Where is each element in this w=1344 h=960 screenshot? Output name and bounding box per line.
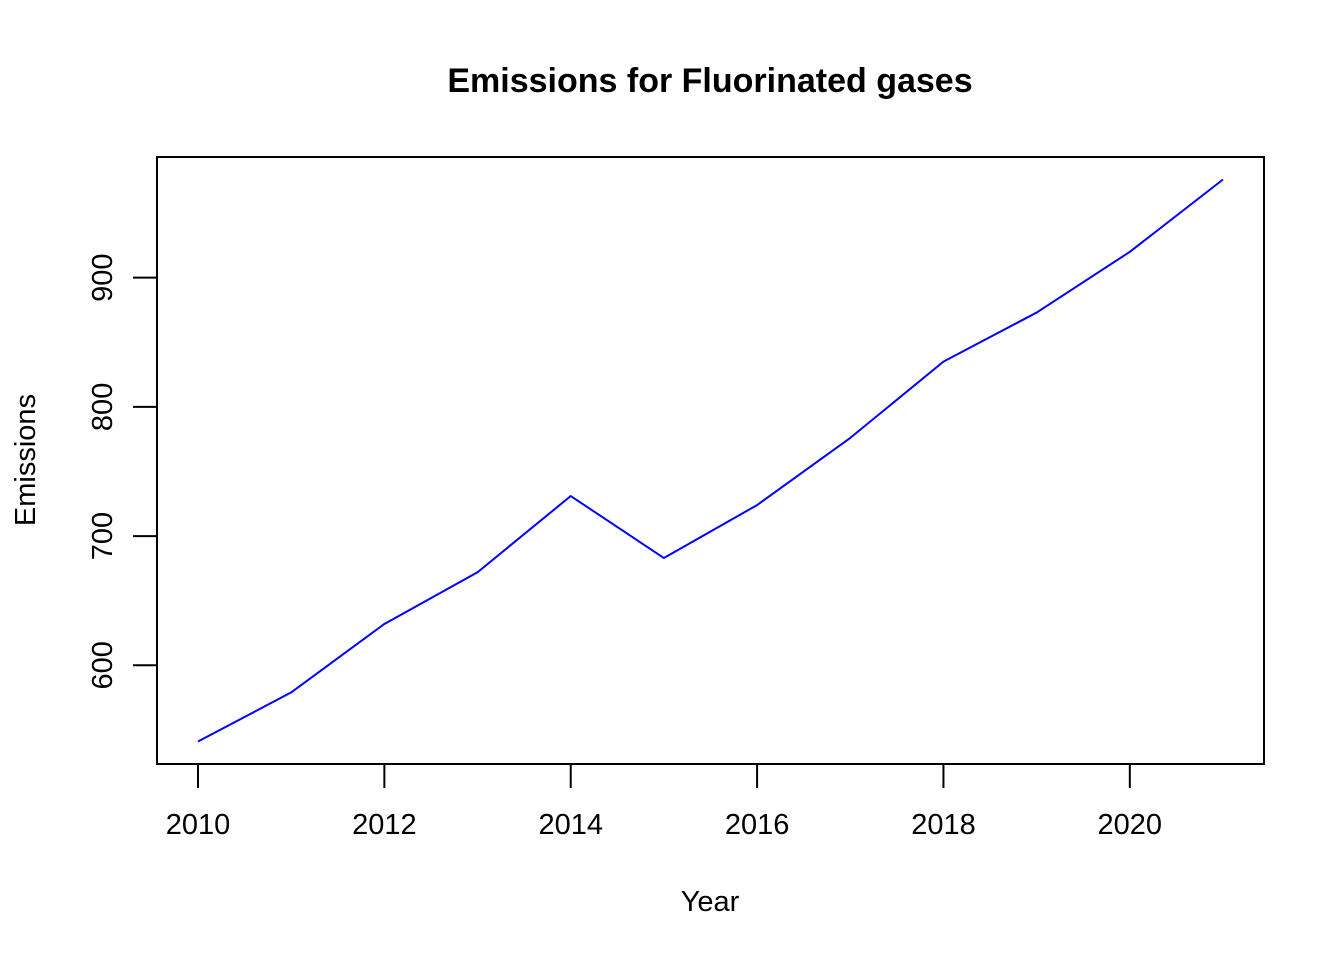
chart-title: Emissions for Fluorinated gases [447,62,972,100]
x-tick-label-2016: 2016 [725,809,790,841]
x-tick-label-2020: 2020 [1098,809,1163,841]
x-tick-label-2014: 2014 [538,809,603,841]
y-tick-label-700: 700 [87,512,119,560]
x-axis: 2010 2012 2014 2016 2018 2020 [166,763,1163,841]
x-tick-label-2010: 2010 [166,809,231,841]
x-axis-label: Year [681,886,740,918]
y-axis-label: Emissions [10,394,42,526]
series-layer [197,178,1224,743]
x-tick-label-2018: 2018 [911,809,976,841]
x-tick-label-2012: 2012 [352,809,417,841]
y-axis: 600 700 800 900 [87,253,158,689]
y-tick-label-900: 900 [87,253,119,301]
plot-frame [156,156,1265,765]
y-tick-label-800: 800 [87,383,119,431]
series-line-0 [197,178,1224,743]
y-tick-label-600: 600 [87,641,119,689]
